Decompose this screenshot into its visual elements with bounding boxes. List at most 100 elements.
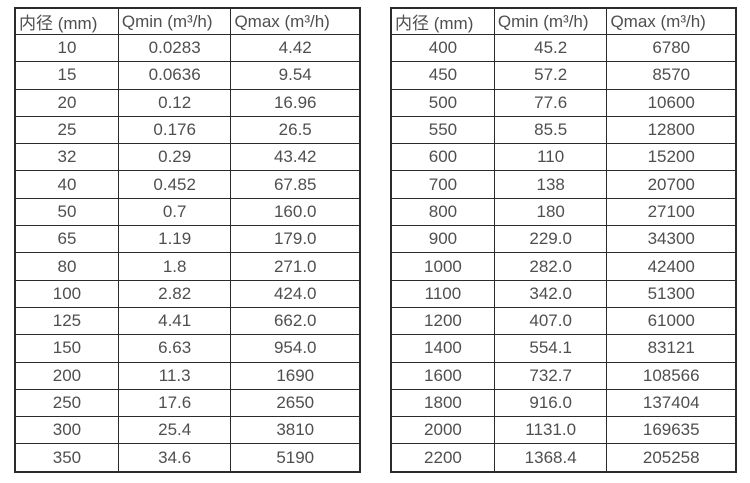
- table-cell: 85.5: [493, 115, 608, 145]
- table-cell: 20: [14, 88, 119, 117]
- table-row: 15 0.0636 9.54: [14, 61, 361, 90]
- table-cell: 77.6: [493, 88, 608, 117]
- table-cell: 4.42: [230, 33, 361, 63]
- table-cell: 2200: [390, 443, 495, 473]
- table-row: 2000 1131.0 169635: [390, 416, 737, 445]
- table-cell: 0.7: [117, 197, 232, 227]
- table-row: 2200 1368.4 205258: [390, 443, 737, 473]
- table-cell: 26.5: [230, 115, 361, 145]
- table-cell: 11.3: [117, 361, 232, 390]
- table-cell: 25: [14, 115, 119, 145]
- table-cell: 10: [14, 33, 119, 63]
- table-cell: 65: [14, 225, 119, 254]
- table-cell: 1400: [390, 334, 495, 363]
- table-cell: 6780: [606, 33, 737, 63]
- table-cell: 125: [14, 306, 119, 336]
- table-cell: 732.7: [493, 361, 608, 390]
- table-cell: 17.6: [117, 388, 232, 418]
- table-cell: 450: [390, 61, 495, 90]
- table-cell: 662.0: [230, 306, 361, 336]
- table-cell: 954.0: [230, 334, 361, 363]
- header-row: 内径 (mm) Qmin (m³/h) Qmax (m³/h): [14, 7, 361, 35]
- table-row: 300 25.4 3810: [14, 416, 361, 445]
- table-row: 200 11.3 1690: [14, 361, 361, 390]
- table-cell: 407.0: [493, 306, 608, 336]
- table-cell: 108566: [606, 361, 737, 390]
- table-cell: 2.82: [117, 279, 232, 308]
- table-cell: 900: [390, 225, 495, 254]
- table-row: 1400 554.1 83121: [390, 334, 737, 363]
- table-cell: 12800: [606, 115, 737, 145]
- table-cell: 342.0: [493, 279, 608, 308]
- table-cell: 80: [14, 252, 119, 281]
- table-cell: 25.4: [117, 416, 232, 445]
- table-cell: 2650: [230, 388, 361, 418]
- table-cell: 0.12: [117, 88, 232, 117]
- flow-spec-table-large-diameters: 内径 (mm) Qmin (m³/h) Qmax (m³/h) 400 45.2 6780…: [390, 7, 737, 473]
- table-cell: 16.96: [230, 88, 361, 117]
- table-cell: 0.29: [117, 143, 232, 172]
- table-cell: 916.0: [493, 388, 608, 418]
- table-cell: 500: [390, 88, 495, 117]
- table-cell: 50: [14, 197, 119, 227]
- table-row: 600 110 15200: [390, 143, 737, 172]
- table-row: 700 138 20700: [390, 170, 737, 199]
- table-cell: 424.0: [230, 279, 361, 308]
- table-cell: 15200: [606, 143, 737, 172]
- table-row: 500 77.6 10600: [390, 88, 737, 117]
- table-cell: 1600: [390, 361, 495, 390]
- table-cell: 600: [390, 143, 495, 172]
- table-row: 20 0.12 16.96: [14, 88, 361, 117]
- table-cell: 0.0636: [117, 61, 232, 90]
- table-cell: 8570: [606, 61, 737, 90]
- header-row: 内径 (mm) Qmin (m³/h) Qmax (m³/h): [390, 7, 737, 35]
- table-row: 80 1.8 271.0: [14, 252, 361, 281]
- table-cell: 110: [493, 143, 608, 172]
- column-header: 内径 (mm): [14, 7, 119, 35]
- table-cell: 1100: [390, 279, 495, 308]
- table-cell: 160.0: [230, 197, 361, 227]
- table-row: 10 0.0283 4.42: [14, 33, 361, 63]
- column-header: Qmax (m³/h): [230, 7, 361, 35]
- table-cell: 205258: [606, 443, 737, 473]
- column-header: Qmin (m³/h): [117, 7, 232, 35]
- column-header: 内径 (mm): [390, 7, 495, 35]
- table-row: 100 2.82 424.0: [14, 279, 361, 308]
- table-row: 1100 342.0 51300: [390, 279, 737, 308]
- table-cell: 300: [14, 416, 119, 445]
- table-row: 40 0.452 67.85: [14, 170, 361, 199]
- table-cell: 1131.0: [493, 416, 608, 445]
- table-row: 350 34.6 5190: [14, 443, 361, 473]
- table-cell: 271.0: [230, 252, 361, 281]
- table-row: 800 180 27100: [390, 197, 737, 227]
- table-cell: 800: [390, 197, 495, 227]
- column-header: Qmin (m³/h): [493, 7, 608, 35]
- table-row: 50 0.7 160.0: [14, 197, 361, 227]
- table-cell: 137404: [606, 388, 737, 418]
- table-cell: 1200: [390, 306, 495, 336]
- table-cell: 1.8: [117, 252, 232, 281]
- table-cell: 15: [14, 61, 119, 90]
- table-row: 1800 916.0 137404: [390, 388, 737, 418]
- table-cell: 5190: [230, 443, 361, 473]
- table-row: 400 45.2 6780: [390, 33, 737, 63]
- table-row: 65 1.19 179.0: [14, 225, 361, 254]
- table-cell: 554.1: [493, 334, 608, 363]
- table-cell: 0.0283: [117, 33, 232, 63]
- table-cell: 200: [14, 361, 119, 390]
- table-cell: 34.6: [117, 443, 232, 473]
- table-cell: 51300: [606, 279, 737, 308]
- table-row: 900 229.0 34300: [390, 225, 737, 254]
- table-row: 1000 282.0 42400: [390, 252, 737, 281]
- table-cell: 400: [390, 33, 495, 63]
- table-cell: 34300: [606, 225, 737, 254]
- table-cell: 61000: [606, 306, 737, 336]
- table-cell: 350: [14, 443, 119, 473]
- column-header: Qmax (m³/h): [606, 7, 737, 35]
- table-cell: 282.0: [493, 252, 608, 281]
- table-cell: 138: [493, 170, 608, 199]
- table-cell: 0.452: [117, 170, 232, 199]
- table-cell: 3810: [230, 416, 361, 445]
- table-cell: 100: [14, 279, 119, 308]
- table-row: 32 0.29 43.42: [14, 143, 361, 172]
